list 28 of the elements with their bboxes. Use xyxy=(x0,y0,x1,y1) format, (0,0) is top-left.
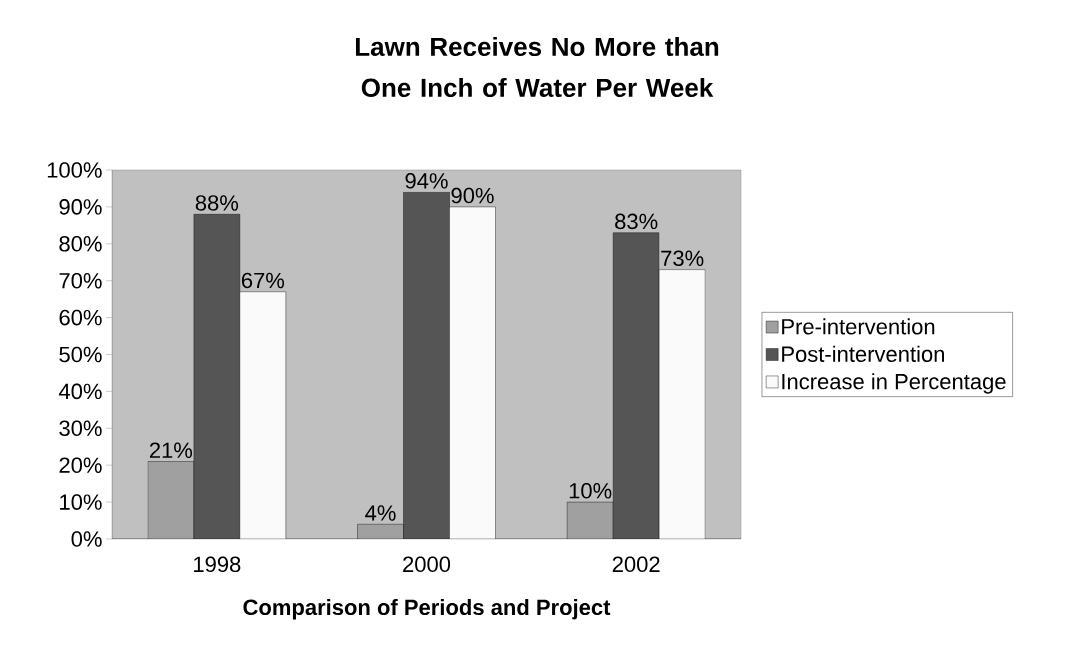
legend-label: Post-intervention xyxy=(782,345,944,362)
data-label: 4% xyxy=(365,505,396,521)
data-label: 21% xyxy=(149,442,193,458)
y-tick-label: 70% xyxy=(59,272,102,289)
y-tick-label: 50% xyxy=(59,346,102,363)
y-tick-label: 10% xyxy=(60,494,102,510)
data-label: 94% xyxy=(405,173,448,189)
data-label: 67% xyxy=(241,272,285,289)
y-tick-label: 60% xyxy=(59,309,102,326)
y-tick-label: 40% xyxy=(58,383,102,400)
data-label: 73% xyxy=(661,250,704,267)
legend-label: Pre-intervention xyxy=(782,318,935,335)
chart-title: Lawn Receives No More than One Inch of Water Per Week xyxy=(355,36,719,98)
legend-label: Increase in Percentage xyxy=(782,373,1006,394)
x-tick-label: 1998 xyxy=(194,556,241,573)
y-tick-label: 80% xyxy=(59,236,102,252)
y-tick-label: 30% xyxy=(59,420,102,437)
x-tick-label: 2000 xyxy=(403,556,451,573)
x-axis-title: Comparison of Periods and Project xyxy=(243,598,611,620)
y-tick-label: 100% xyxy=(47,162,102,178)
data-label: 83% xyxy=(615,213,658,230)
y-tick-label: 20% xyxy=(59,457,102,473)
data-label: 88% xyxy=(195,195,239,211)
y-tick-label: 90% xyxy=(59,199,102,215)
data-label: 90% xyxy=(451,187,494,204)
y-tick-label: 0% xyxy=(71,531,102,547)
data-label: 10% xyxy=(569,482,612,499)
x-tick-label: 2002 xyxy=(612,556,660,573)
